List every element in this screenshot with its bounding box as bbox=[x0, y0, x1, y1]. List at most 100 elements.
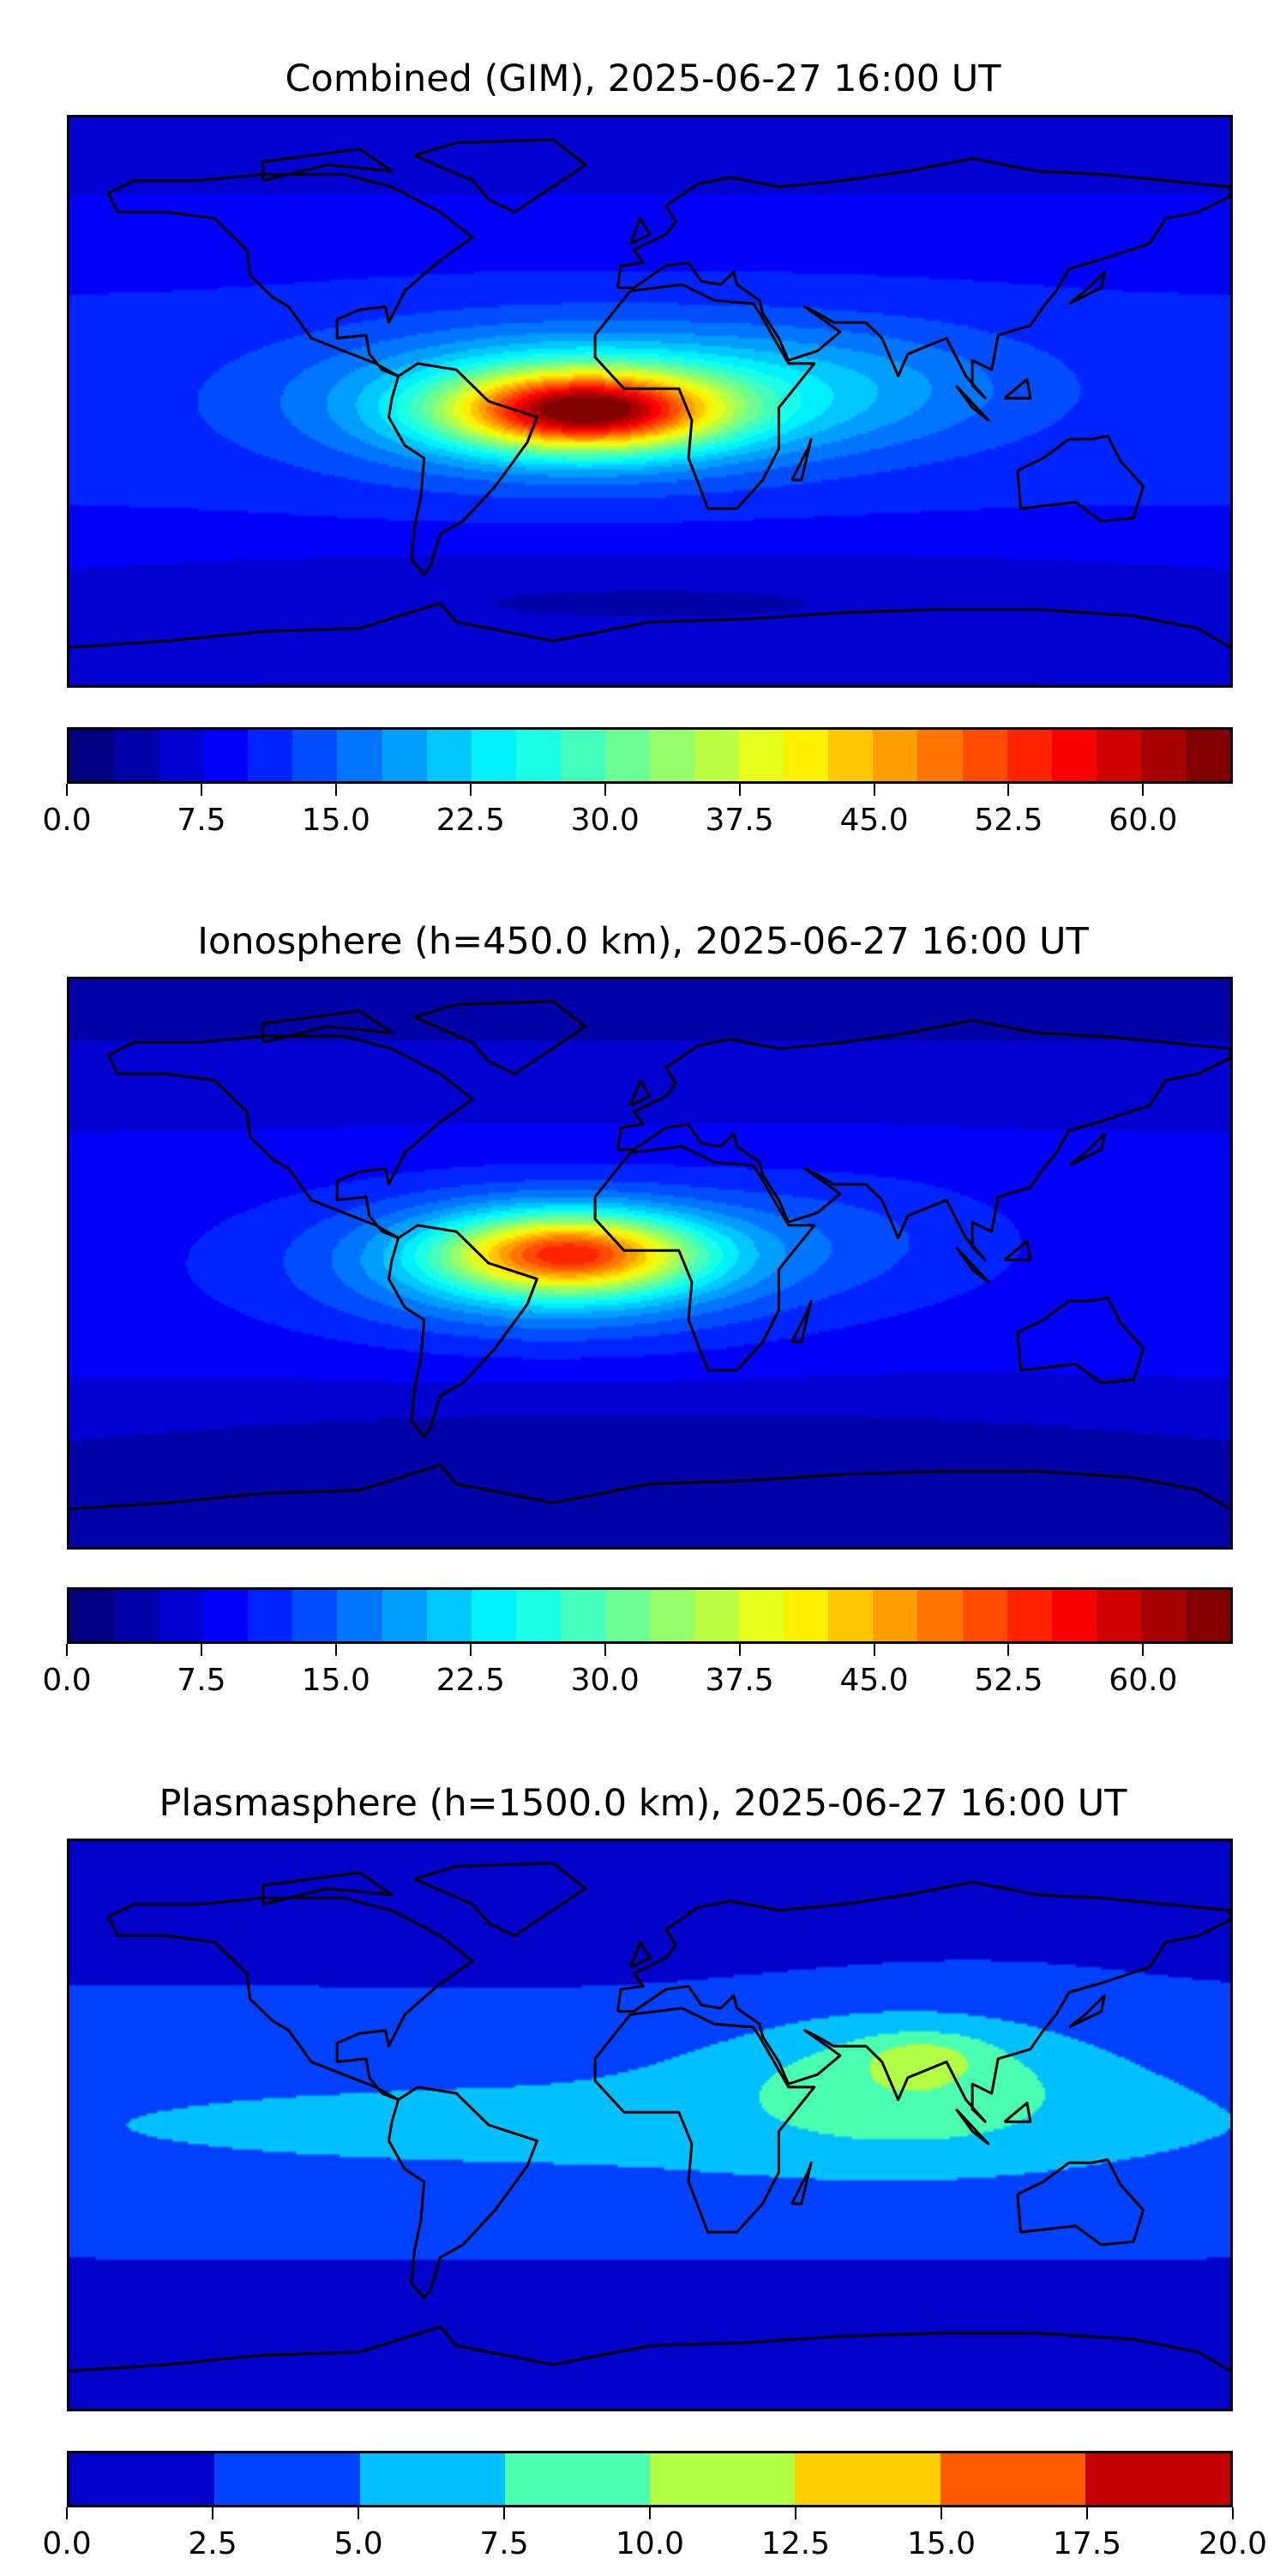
panel-2-title: Ionosphere (h=450.0 km), 2025-06-27 16:0… bbox=[197, 920, 1089, 963]
colorbar-tick bbox=[1142, 784, 1145, 796]
coastline bbox=[593, 283, 816, 510]
colorbar-tick bbox=[469, 784, 472, 796]
colorbar-tick bbox=[200, 784, 202, 796]
colorbar-bin bbox=[382, 730, 427, 781]
coastline bbox=[1067, 1994, 1106, 2029]
colorbar-tick bbox=[334, 1644, 337, 1656]
coastline bbox=[1067, 270, 1106, 305]
coastline bbox=[1016, 435, 1145, 523]
colorbar-bin bbox=[1007, 730, 1052, 781]
colorbar-bin bbox=[650, 1590, 695, 1641]
panel-3-coastlines bbox=[69, 1862, 1230, 2373]
colorbar-bin bbox=[873, 1590, 918, 1641]
colorbar-bin bbox=[214, 2453, 360, 2505]
coastline bbox=[628, 217, 652, 245]
colorbar-bin bbox=[114, 1590, 159, 1641]
antarctica-coastline bbox=[69, 1463, 1230, 1511]
colorbar-bin bbox=[359, 2453, 505, 2505]
colorbar-tick-label: 45.0 bbox=[839, 1663, 909, 1698]
colorbar-tick-label: 17.5 bbox=[1052, 2526, 1122, 2561]
colorbar-bin bbox=[471, 1590, 516, 1641]
colorbar-tick bbox=[1142, 1644, 1145, 1656]
colorbar-tick-label: 22.5 bbox=[436, 1663, 505, 1698]
colorbar-bin bbox=[739, 730, 784, 781]
antarctica-coastline bbox=[69, 2325, 1230, 2373]
colorbar-bin bbox=[337, 1590, 382, 1641]
colorbar-tick bbox=[1086, 2507, 1088, 2519]
colorbar-tick-label: 52.5 bbox=[974, 803, 1043, 838]
coastline bbox=[387, 2085, 538, 2300]
panel-1-contour-field bbox=[69, 117, 1230, 685]
colorbar-bin bbox=[69, 1590, 115, 1641]
panel-3-title: Plasmasphere (h=1500.0 km), 2025-06-27 1… bbox=[159, 1782, 1127, 1825]
colorbar-bin bbox=[1140, 1590, 1186, 1641]
colorbar-bin bbox=[694, 730, 740, 781]
coastline bbox=[413, 1862, 587, 1937]
colorbar-bin bbox=[114, 730, 159, 781]
colorbar-bin bbox=[962, 730, 1007, 781]
panel-1-colorbar bbox=[67, 727, 1233, 784]
colorbar-bin bbox=[650, 2453, 796, 2505]
colorbar-bin bbox=[1185, 1590, 1231, 1641]
colorbar-tick-label: 30.0 bbox=[570, 803, 640, 838]
colorbar-tick-label: 0.0 bbox=[42, 2526, 92, 2561]
colorbar-bin bbox=[739, 1590, 784, 1641]
coastline bbox=[955, 1246, 990, 1284]
colorbar-bin bbox=[504, 2453, 650, 2505]
colorbar-tick bbox=[604, 1644, 606, 1656]
colorbar-bin bbox=[69, 2453, 215, 2505]
colorbar-tick bbox=[604, 784, 606, 796]
coastline bbox=[628, 1079, 652, 1107]
colorbar-bin bbox=[1096, 1590, 1141, 1641]
colorbar-tick bbox=[200, 1644, 202, 1656]
coastline bbox=[790, 1299, 813, 1344]
colorbar-bin bbox=[1140, 730, 1186, 781]
colorbar-tick-label: 37.5 bbox=[705, 803, 774, 838]
colorbar-bin bbox=[1085, 2453, 1230, 2505]
coastline bbox=[616, 1019, 1230, 1261]
colorbar-tick-label: 22.5 bbox=[436, 803, 505, 838]
coastline bbox=[1067, 1132, 1106, 1167]
coastline bbox=[1016, 2158, 1145, 2247]
coastline bbox=[1003, 377, 1032, 400]
panel-2-colorbar-ticks: 0.0 7.5 15.0 22.5 30.0 37.5 45.0 52.5 60.0 bbox=[42, 1644, 1233, 1712]
coastline bbox=[106, 1034, 474, 1240]
colorbar-tick-label: 15.0 bbox=[301, 1663, 370, 1698]
panel-2-colorbar bbox=[67, 1587, 1233, 1644]
coastline bbox=[261, 147, 394, 183]
colorbar-tick-label: 7.5 bbox=[177, 1663, 226, 1698]
panel-1-map bbox=[67, 115, 1233, 688]
colorbar-bin bbox=[1096, 730, 1141, 781]
antarctica-coastline bbox=[69, 601, 1230, 649]
colorbar-bin bbox=[1051, 730, 1097, 781]
colorbar-tick bbox=[334, 784, 337, 796]
colorbar-bin bbox=[159, 730, 204, 781]
colorbar-bin bbox=[515, 730, 561, 781]
coastline bbox=[387, 1224, 538, 1438]
coastline bbox=[387, 362, 538, 576]
colorbar-bin bbox=[1051, 1590, 1097, 1641]
colorbar-bin bbox=[159, 1590, 204, 1641]
colorbar-tick bbox=[358, 2507, 359, 2519]
coastline bbox=[616, 1881, 1230, 2123]
colorbar-bin bbox=[917, 1590, 963, 1641]
panel-2-map bbox=[67, 977, 1233, 1550]
coastline bbox=[413, 138, 587, 214]
panel-1-coastlines bbox=[69, 138, 1230, 649]
colorbar-bin bbox=[873, 730, 918, 781]
colorbar-tick bbox=[503, 2507, 505, 2519]
colorbar-bin bbox=[650, 730, 695, 781]
coastline bbox=[1003, 2101, 1032, 2123]
colorbar-tick-label: 45.0 bbox=[839, 803, 909, 838]
coastline bbox=[616, 157, 1230, 400]
colorbar-tick bbox=[738, 1644, 741, 1656]
colorbar-tick bbox=[873, 1644, 875, 1656]
colorbar-tick-label: 60.0 bbox=[1109, 1663, 1178, 1698]
coastline bbox=[413, 1000, 587, 1075]
colorbar-bin bbox=[1007, 1590, 1052, 1641]
colorbar-tick bbox=[469, 1644, 472, 1656]
colorbar-bin bbox=[248, 730, 293, 781]
coastline bbox=[106, 1896, 474, 2102]
colorbar-bin bbox=[694, 1590, 740, 1641]
coastline bbox=[1003, 1239, 1032, 1261]
